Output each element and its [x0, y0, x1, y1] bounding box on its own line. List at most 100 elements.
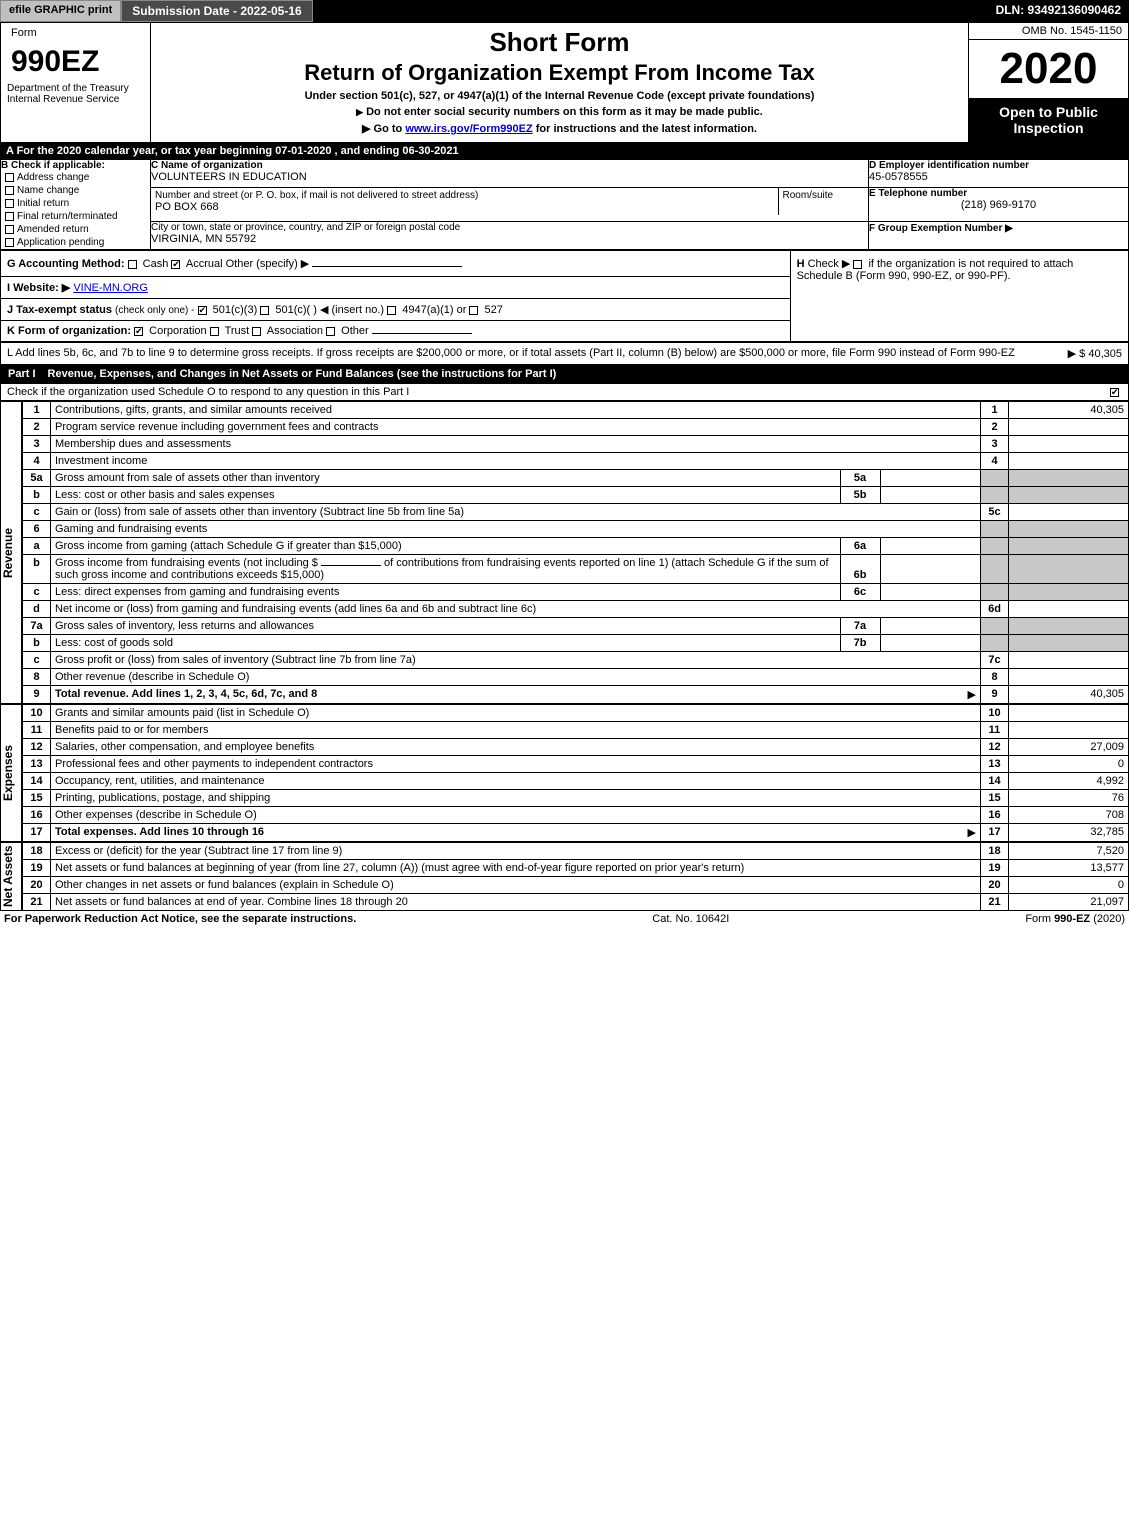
- ln7b-num: b: [23, 635, 51, 652]
- ln19-text: Net assets or fund balances at beginning…: [51, 860, 981, 877]
- room-suite-label: Room/suite: [783, 190, 865, 201]
- ln8-num: 8: [23, 669, 51, 686]
- chk-final-return[interactable]: Final return/terminated: [1, 210, 150, 223]
- ln14-num: 14: [23, 773, 51, 790]
- ln21-text: Net assets or fund balances at end of ye…: [51, 894, 981, 911]
- efile-print-button[interactable]: efile GRAPHIC print: [0, 0, 121, 22]
- ln7c-ref: 7c: [981, 652, 1009, 669]
- ln9-amt: 40,305: [1009, 686, 1129, 704]
- org-name: VOLUNTEERS IN EDUCATION: [151, 171, 868, 183]
- website-link[interactable]: VINE-MN.ORG: [73, 282, 148, 294]
- ln7a-text: Gross sales of inventory, less returns a…: [51, 618, 840, 634]
- ln5a-text: Gross amount from sale of assets other t…: [51, 470, 840, 486]
- box-d-label: D Employer identification number: [869, 160, 1128, 171]
- ln3-text: Membership dues and assessments: [51, 436, 981, 453]
- ln17-num: 17: [23, 824, 51, 842]
- ln6c-subamt: [880, 584, 980, 600]
- ln7a-num: 7a: [23, 618, 51, 635]
- chk-accrual[interactable]: [171, 260, 180, 269]
- ln16-ref: 16: [981, 807, 1009, 824]
- ln1-ref: 1: [981, 402, 1009, 419]
- chk-trust[interactable]: [210, 327, 219, 336]
- chk-corporation[interactable]: [134, 327, 143, 336]
- ln8-amt: [1009, 669, 1129, 686]
- ln6b-ref: [981, 555, 1009, 584]
- ln14-text: Occupancy, rent, utilities, and maintena…: [51, 773, 981, 790]
- ln11-ref: 11: [981, 722, 1009, 739]
- ln11-num: 11: [23, 722, 51, 739]
- chk-initial-return[interactable]: Initial return: [1, 197, 150, 210]
- box-h-label: H: [797, 258, 805, 270]
- chk-schedule-o-part1[interactable]: [1110, 388, 1119, 397]
- ln21-amt: 21,097: [1009, 894, 1129, 911]
- irs-link[interactable]: www.irs.gov/Form990EZ: [405, 123, 532, 135]
- ln6b-text1: Gross income from fundraising events (no…: [55, 557, 318, 569]
- ln13-amt: 0: [1009, 756, 1129, 773]
- ln7a-subamt: [880, 618, 980, 634]
- dln: DLN: 93492136090462: [988, 0, 1129, 22]
- ln14-ref: 14: [981, 773, 1009, 790]
- chk-501c3[interactable]: [198, 306, 207, 315]
- form-ref: Form 990-EZ (2020): [1025, 913, 1125, 925]
- part-1-check-text: Check if the organization used Schedule …: [7, 386, 409, 398]
- ln1-amt: 40,305: [1009, 402, 1129, 419]
- revenue-section: Revenue 1Contributions, gifts, grants, a…: [0, 401, 1129, 704]
- ln3-amt: [1009, 436, 1129, 453]
- ln6a-num: a: [23, 538, 51, 555]
- ln17-ref: 17: [981, 824, 1009, 842]
- ln14-amt: 4,992: [1009, 773, 1129, 790]
- ln6-ref: [981, 521, 1009, 538]
- chk-association[interactable]: [252, 327, 261, 336]
- box-b-title: B Check if applicable:: [1, 160, 150, 171]
- chk-4947[interactable]: [387, 306, 396, 315]
- chk-address-change[interactable]: Address change: [1, 171, 150, 184]
- box-c-label: C Name of organization: [151, 160, 868, 171]
- goto-prefix: Go to: [374, 123, 406, 135]
- ln5b-ref: [981, 487, 1009, 504]
- ln18-ref: 18: [981, 843, 1009, 860]
- opt-4947: 4947(a)(1) or: [402, 304, 466, 316]
- chk-other-org[interactable]: [326, 327, 335, 336]
- chk-schedule-b[interactable]: [853, 260, 862, 269]
- ln16-amt: 708: [1009, 807, 1129, 824]
- ln6c-num: c: [23, 584, 51, 601]
- submission-date: Submission Date - 2022-05-16: [121, 0, 312, 22]
- tax-period: A For the 2020 calendar year, or tax yea…: [0, 143, 1129, 159]
- ln10-ref: 10: [981, 705, 1009, 722]
- chk-cash[interactable]: [128, 260, 137, 269]
- chk-name-change[interactable]: Name change: [1, 184, 150, 197]
- top-bar: efile GRAPHIC print Submission Date - 20…: [0, 0, 1129, 22]
- opt-501c3: 501(c)(3): [213, 304, 258, 316]
- ln11-amt: [1009, 722, 1129, 739]
- ln6a-subamt: [880, 538, 980, 554]
- ln15-amt: 76: [1009, 790, 1129, 807]
- ln6a-sub: 6a: [840, 538, 880, 554]
- ln6-text: Gaming and fundraising events: [51, 521, 981, 538]
- ln4-amt: [1009, 453, 1129, 470]
- chk-amended-return[interactable]: Amended return: [1, 223, 150, 236]
- ln20-amt: 0: [1009, 877, 1129, 894]
- chk-527[interactable]: [469, 306, 478, 315]
- gross-receipts: 40,305: [1088, 348, 1122, 360]
- ln13-num: 13: [23, 756, 51, 773]
- omb-number: OMB No. 1545-1150: [969, 23, 1129, 40]
- ln5a-sub: 5a: [840, 470, 880, 486]
- box-l-arrow: ▶ $: [1068, 348, 1086, 360]
- ln18-text: Excess or (deficit) for the year (Subtra…: [51, 843, 981, 860]
- pra-notice: For Paperwork Reduction Act Notice, see …: [4, 913, 356, 925]
- ln19-amt: 13,577: [1009, 860, 1129, 877]
- chk-501c[interactable]: [260, 306, 269, 315]
- ln5a-num: 5a: [23, 470, 51, 487]
- chk-application-pending[interactable]: Application pending: [1, 236, 150, 249]
- under-section: Under section 501(c), 527, or 4947(a)(1)…: [157, 90, 962, 102]
- ln9-num: 9: [23, 686, 51, 704]
- ln6d-num: d: [23, 601, 51, 618]
- ln20-num: 20: [23, 877, 51, 894]
- goto-suffix: for instructions and the latest informat…: [536, 123, 757, 135]
- opt-501c: 501(c)( ) ◀ (insert no.): [275, 304, 384, 316]
- ln6a-text: Gross income from gaming (attach Schedul…: [51, 538, 840, 554]
- opt-trust: Trust: [225, 325, 250, 337]
- other-specify: Other (specify) ▶: [226, 258, 310, 270]
- open-public-inspection: Open to Public Inspection: [969, 98, 1128, 142]
- opt-other-org: Other: [341, 325, 369, 337]
